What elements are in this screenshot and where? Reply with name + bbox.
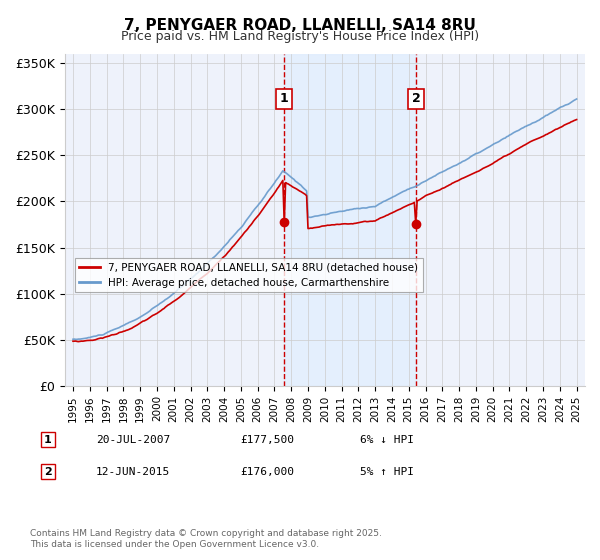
- Text: 12-JUN-2015: 12-JUN-2015: [96, 466, 170, 477]
- Text: £176,000: £176,000: [240, 466, 294, 477]
- Text: 2: 2: [44, 466, 52, 477]
- Text: 2: 2: [412, 92, 421, 105]
- Text: 1: 1: [279, 92, 288, 105]
- Text: Price paid vs. HM Land Registry's House Price Index (HPI): Price paid vs. HM Land Registry's House …: [121, 30, 479, 43]
- Text: 6% ↓ HPI: 6% ↓ HPI: [360, 435, 414, 445]
- Text: 5% ↑ HPI: 5% ↑ HPI: [360, 466, 414, 477]
- Legend: 7, PENYGAER ROAD, LLANELLI, SA14 8RU (detached house), HPI: Average price, detac: 7, PENYGAER ROAD, LLANELLI, SA14 8RU (de…: [75, 258, 422, 292]
- Text: 7, PENYGAER ROAD, LLANELLI, SA14 8RU: 7, PENYGAER ROAD, LLANELLI, SA14 8RU: [124, 18, 476, 33]
- Text: Contains HM Land Registry data © Crown copyright and database right 2025.
This d: Contains HM Land Registry data © Crown c…: [30, 529, 382, 549]
- Text: 20-JUL-2007: 20-JUL-2007: [96, 435, 170, 445]
- Bar: [284, 54, 416, 386]
- Text: £177,500: £177,500: [240, 435, 294, 445]
- Text: 1: 1: [44, 435, 52, 445]
